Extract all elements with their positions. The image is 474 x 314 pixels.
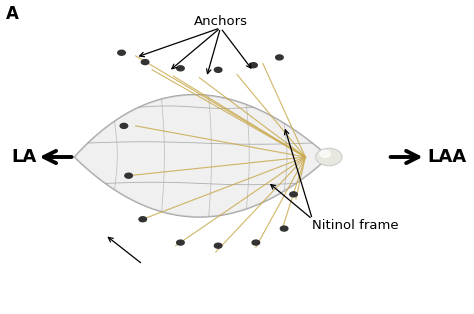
Circle shape <box>214 243 222 248</box>
Circle shape <box>177 66 184 71</box>
Circle shape <box>141 60 149 65</box>
Polygon shape <box>74 95 329 217</box>
Circle shape <box>276 55 283 60</box>
Circle shape <box>214 68 222 72</box>
Circle shape <box>120 123 128 128</box>
Text: Anchors: Anchors <box>193 15 247 28</box>
Circle shape <box>280 226 288 231</box>
Polygon shape <box>74 95 329 217</box>
Circle shape <box>290 192 297 197</box>
Circle shape <box>125 173 132 178</box>
Circle shape <box>250 63 257 68</box>
Circle shape <box>139 217 146 222</box>
Circle shape <box>316 148 342 166</box>
Text: LA: LA <box>11 148 36 166</box>
Circle shape <box>177 240 184 245</box>
Text: LAA: LAA <box>427 148 466 166</box>
Circle shape <box>118 50 125 55</box>
Circle shape <box>252 240 260 245</box>
Text: A: A <box>6 4 19 23</box>
Circle shape <box>320 150 330 157</box>
Text: Nitinol frame: Nitinol frame <box>312 219 399 232</box>
